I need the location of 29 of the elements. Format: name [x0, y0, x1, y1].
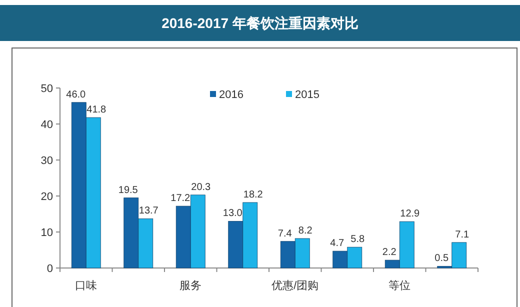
data-label: 20.3 [191, 182, 212, 193]
legend-label: 2015 [295, 89, 320, 101]
legend-label: 2016 [219, 89, 244, 101]
data-label: 18.2 [243, 189, 264, 200]
data-label: 2.2 [382, 247, 397, 258]
y-tick-label: 30 [40, 155, 53, 167]
x-tick-label: 口味 [75, 279, 98, 292]
data-label: 13.7 [138, 206, 159, 217]
data-label: 12.9 [400, 208, 420, 220]
y-tick-label: 20 [40, 191, 53, 203]
x-tick-label: 等位 [388, 280, 411, 292]
data-label: 41.8 [86, 104, 107, 116]
y-tick-label: 40 [40, 119, 53, 131]
data-label: 7.4 [278, 228, 292, 240]
x-tick-label: 优惠/团购 [272, 279, 319, 292]
data-label: 8.2 [298, 225, 313, 236]
data-label: 7.1 [455, 229, 470, 240]
data-label: 4.7 [330, 238, 345, 250]
chart-title: 2016-2017 年餐饮注重因素对比 [162, 15, 358, 31]
data-label: 5.8 [350, 234, 366, 246]
data-label: 13.0 [222, 208, 243, 220]
y-tick-label: 50 [40, 83, 53, 95]
data-label: 17.2 [170, 193, 191, 204]
data-label: 46.0 [66, 89, 86, 100]
x-tick-label: 服务 [180, 280, 202, 292]
y-tick-label: 10 [40, 227, 53, 239]
data-label: 0.5 [434, 253, 450, 264]
data-label: 19.5 [118, 184, 138, 196]
y-tick-label: 0 [46, 263, 53, 275]
